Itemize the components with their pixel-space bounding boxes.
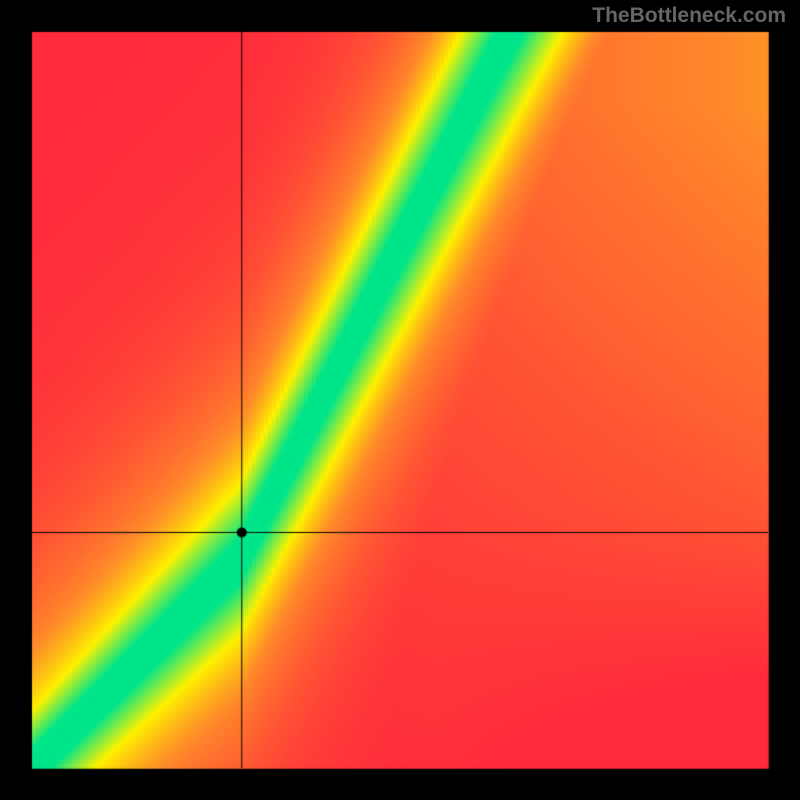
heatmap-canvas bbox=[0, 0, 800, 800]
watermark-text: TheBottleneck.com bbox=[592, 4, 786, 28]
chart-container: TheBottleneck.com bbox=[0, 0, 800, 800]
